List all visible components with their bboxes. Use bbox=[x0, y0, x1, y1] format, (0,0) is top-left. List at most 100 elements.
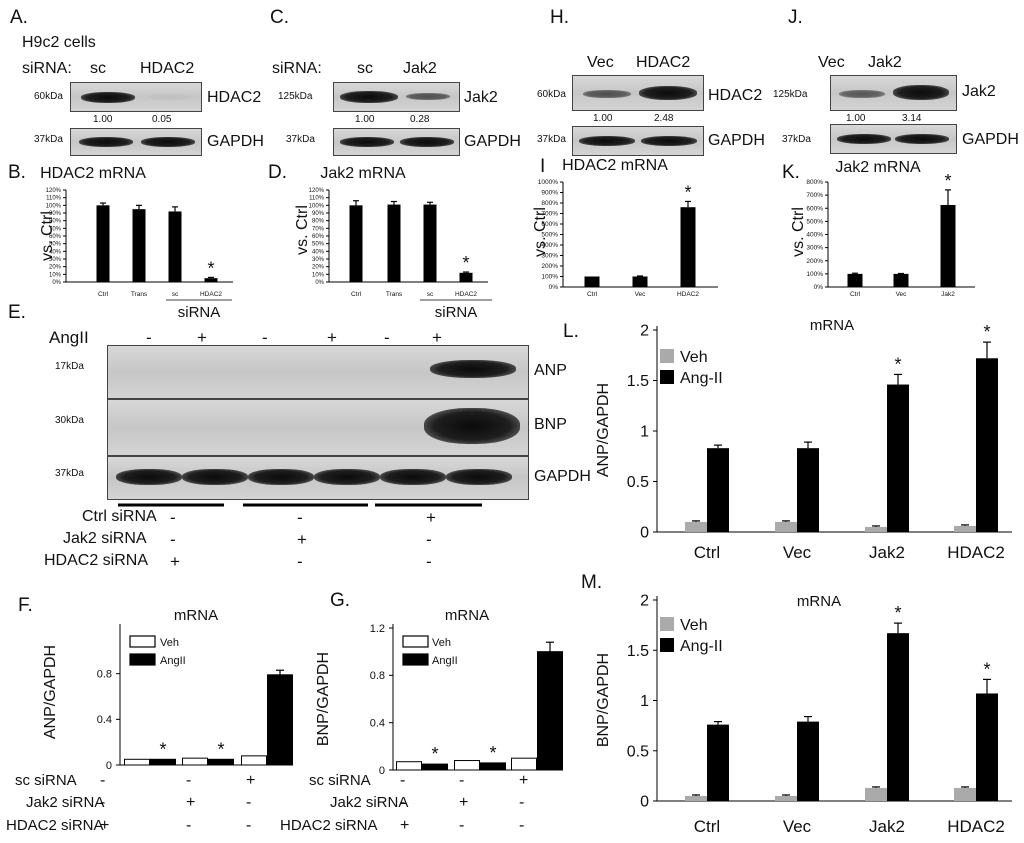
chart-I-tick-label-1: 100% bbox=[541, 274, 558, 281]
chart-M-sig-3: * bbox=[894, 603, 901, 623]
panel-j-quant-1: 1.00 bbox=[846, 113, 866, 124]
chart-M-ylabel: BNP/GAPDH bbox=[595, 653, 612, 747]
chart-D-bar-1 bbox=[349, 205, 363, 282]
chart-F-sig-1: * bbox=[159, 739, 166, 759]
panel-c-lane-sc: sc bbox=[357, 60, 373, 77]
chart-B-tick-label-7: 70% bbox=[49, 226, 62, 232]
band-c-gapdh-1 bbox=[340, 137, 394, 147]
chart-L-legend-label-2: Ang-II bbox=[680, 370, 723, 387]
chart-D-cat-1: Ctrl bbox=[351, 291, 362, 298]
panel-a-quant-2: 0.05 bbox=[152, 114, 172, 125]
panel-g-letter: G. bbox=[330, 590, 351, 611]
panel-e-cond-sign-3-3: - bbox=[426, 552, 432, 571]
chart-G-sig-2: * bbox=[489, 743, 496, 763]
panel-h-blot-gapdh bbox=[572, 126, 704, 156]
panel-a-quant-1: 1.00 bbox=[93, 114, 113, 125]
panel-e-angii-sign-6: + bbox=[432, 328, 442, 347]
chart-M-legend-label-2: Ang-II bbox=[680, 638, 723, 655]
chart-L-title: mRNA bbox=[810, 317, 854, 334]
chart-F-cond-sign-2-3: - bbox=[246, 794, 252, 811]
chart-K-tick-label-5: 500% bbox=[806, 218, 823, 225]
chart-L-cat-2: Vec bbox=[783, 543, 812, 562]
chart-M-tick-label-4: 2 bbox=[640, 593, 649, 610]
chart-I-tick-label-6: 600% bbox=[541, 221, 558, 228]
chart-M-legend-label-1: Veh bbox=[680, 617, 708, 634]
panel-a-lane-hdac2: HDAC2 bbox=[140, 60, 195, 77]
band-j-gapdh-1 bbox=[837, 134, 891, 144]
chart-I-tick-label-9: 900% bbox=[541, 190, 558, 197]
chart-B-sig-4: * bbox=[207, 258, 214, 278]
chart-G-tick-label-1: 0.4 bbox=[370, 718, 385, 730]
band-e-gapdh-6 bbox=[446, 469, 512, 485]
chart-B-tick-label-3: 30% bbox=[49, 257, 62, 263]
panel-j-loading: GAPDH bbox=[962, 131, 1019, 148]
band-e-gapdh-3 bbox=[248, 469, 314, 485]
chart-D-tick-label-3: 30% bbox=[312, 257, 325, 263]
panel-e-angii-sign-3: - bbox=[262, 328, 268, 347]
chart-G-bar-1-1 bbox=[396, 761, 422, 771]
panel-c-quant-2: 0.28 bbox=[410, 114, 430, 125]
panel-c-kda-top: 125kDa bbox=[278, 91, 313, 102]
band-a-sc bbox=[81, 92, 135, 103]
chart-D-bar-2 bbox=[387, 204, 401, 282]
panel-a-target: HDAC2 bbox=[207, 89, 262, 106]
panel-j-blot-gapdh bbox=[830, 124, 957, 154]
band-a-gapdh-2 bbox=[141, 137, 195, 147]
chart-M-cat-1: Ctrl bbox=[694, 817, 720, 836]
chart-F-ylabel: ANP/GAPDH bbox=[42, 645, 59, 739]
chart-L-legend-swatch-2 bbox=[660, 370, 674, 384]
chart-F-legend-label-2: AngII bbox=[160, 655, 186, 667]
chart-M-bar-1-1 bbox=[685, 795, 707, 801]
chart-L-tick-label-0: 0 bbox=[640, 525, 649, 542]
chart-G-cond-sign-2-3: - bbox=[519, 794, 525, 811]
chart-M-tick-label-0: 0 bbox=[640, 794, 649, 811]
chart-D-tick-label-1: 10% bbox=[312, 272, 325, 278]
chart-F-sig-2: * bbox=[217, 739, 224, 759]
chart-G-bar-2-3 bbox=[537, 651, 563, 771]
chart-L-bar-1-3 bbox=[865, 526, 887, 532]
chart-G-cond-label-3: HDAC2 siRNA bbox=[280, 817, 378, 834]
chart-D-tick-label-11: 110% bbox=[309, 196, 325, 202]
chart-K-cat-3: Jak2 bbox=[941, 291, 955, 298]
panel-e-kda-bnp: 30kDa bbox=[55, 415, 84, 426]
band-a-gapdh-1 bbox=[79, 137, 133, 147]
panel-m-letter: M. bbox=[581, 572, 603, 593]
chart-D-cat-2: Trans bbox=[386, 291, 403, 298]
chart-I-tick-label-2: 200% bbox=[541, 263, 558, 270]
panel-c-sirna-label: siRNA: bbox=[272, 60, 322, 77]
chart-G-legend-swatch-2 bbox=[402, 653, 429, 666]
chart-L-tick-label-1: 0.5 bbox=[627, 474, 649, 491]
chart-D-tick-label-0: 0% bbox=[315, 280, 324, 286]
chart-B-ylabel: vs. Ctrl bbox=[39, 211, 56, 261]
chart-F-bar-1-2 bbox=[182, 757, 208, 766]
panel-a-cell-line: H9c2 cells bbox=[22, 34, 96, 51]
chart-D-tick-label-9: 90% bbox=[312, 211, 325, 217]
chart-B-tick-label-1: 10% bbox=[49, 272, 62, 278]
panel-a-sirna-label: siRNA: bbox=[22, 60, 72, 77]
chart-L-bar-1-4 bbox=[954, 525, 976, 532]
chart-D-tick-label-10: 100% bbox=[309, 203, 325, 209]
band-e-gapdh-1 bbox=[116, 469, 182, 485]
chart-L-tick-label-3: 1.5 bbox=[627, 373, 649, 390]
chart-M-cat-3: Jak2 bbox=[869, 817, 905, 836]
chart-K-tick-label-6: 600% bbox=[806, 205, 823, 212]
chart-B-bar-2 bbox=[132, 209, 146, 282]
chart-M-sig-4: * bbox=[983, 659, 990, 679]
chart-G-cond-label-1: sc siRNA bbox=[309, 772, 371, 789]
chart-I-tick-label-4: 400% bbox=[541, 242, 558, 249]
chart-G-bar-1-2 bbox=[454, 760, 480, 771]
chart-K-tick-label-4: 400% bbox=[806, 232, 823, 239]
chart-G-tick-label-3: 1.2 bbox=[370, 623, 385, 635]
chart-L-bar-2-4 bbox=[976, 358, 998, 532]
chart-G-legend-label-1: Veh bbox=[432, 637, 451, 649]
panel-e-blot-anp bbox=[107, 345, 529, 399]
panel-d-letter: D. bbox=[268, 162, 287, 183]
chart-K-tick-label-0: 0% bbox=[814, 284, 824, 291]
chart-B-bar-4 bbox=[204, 278, 218, 282]
chart-F-legend-label-1: Veh bbox=[160, 637, 179, 649]
chart-B-tick-label-0: 0% bbox=[52, 280, 61, 286]
panel-e-row-gapdh: GAPDH bbox=[534, 468, 591, 485]
chart-M-bar-1-4 bbox=[954, 787, 976, 801]
chart-I-tick-label-10: 1000% bbox=[538, 179, 558, 186]
chart-G-legend-label-2: AngII bbox=[432, 655, 458, 667]
